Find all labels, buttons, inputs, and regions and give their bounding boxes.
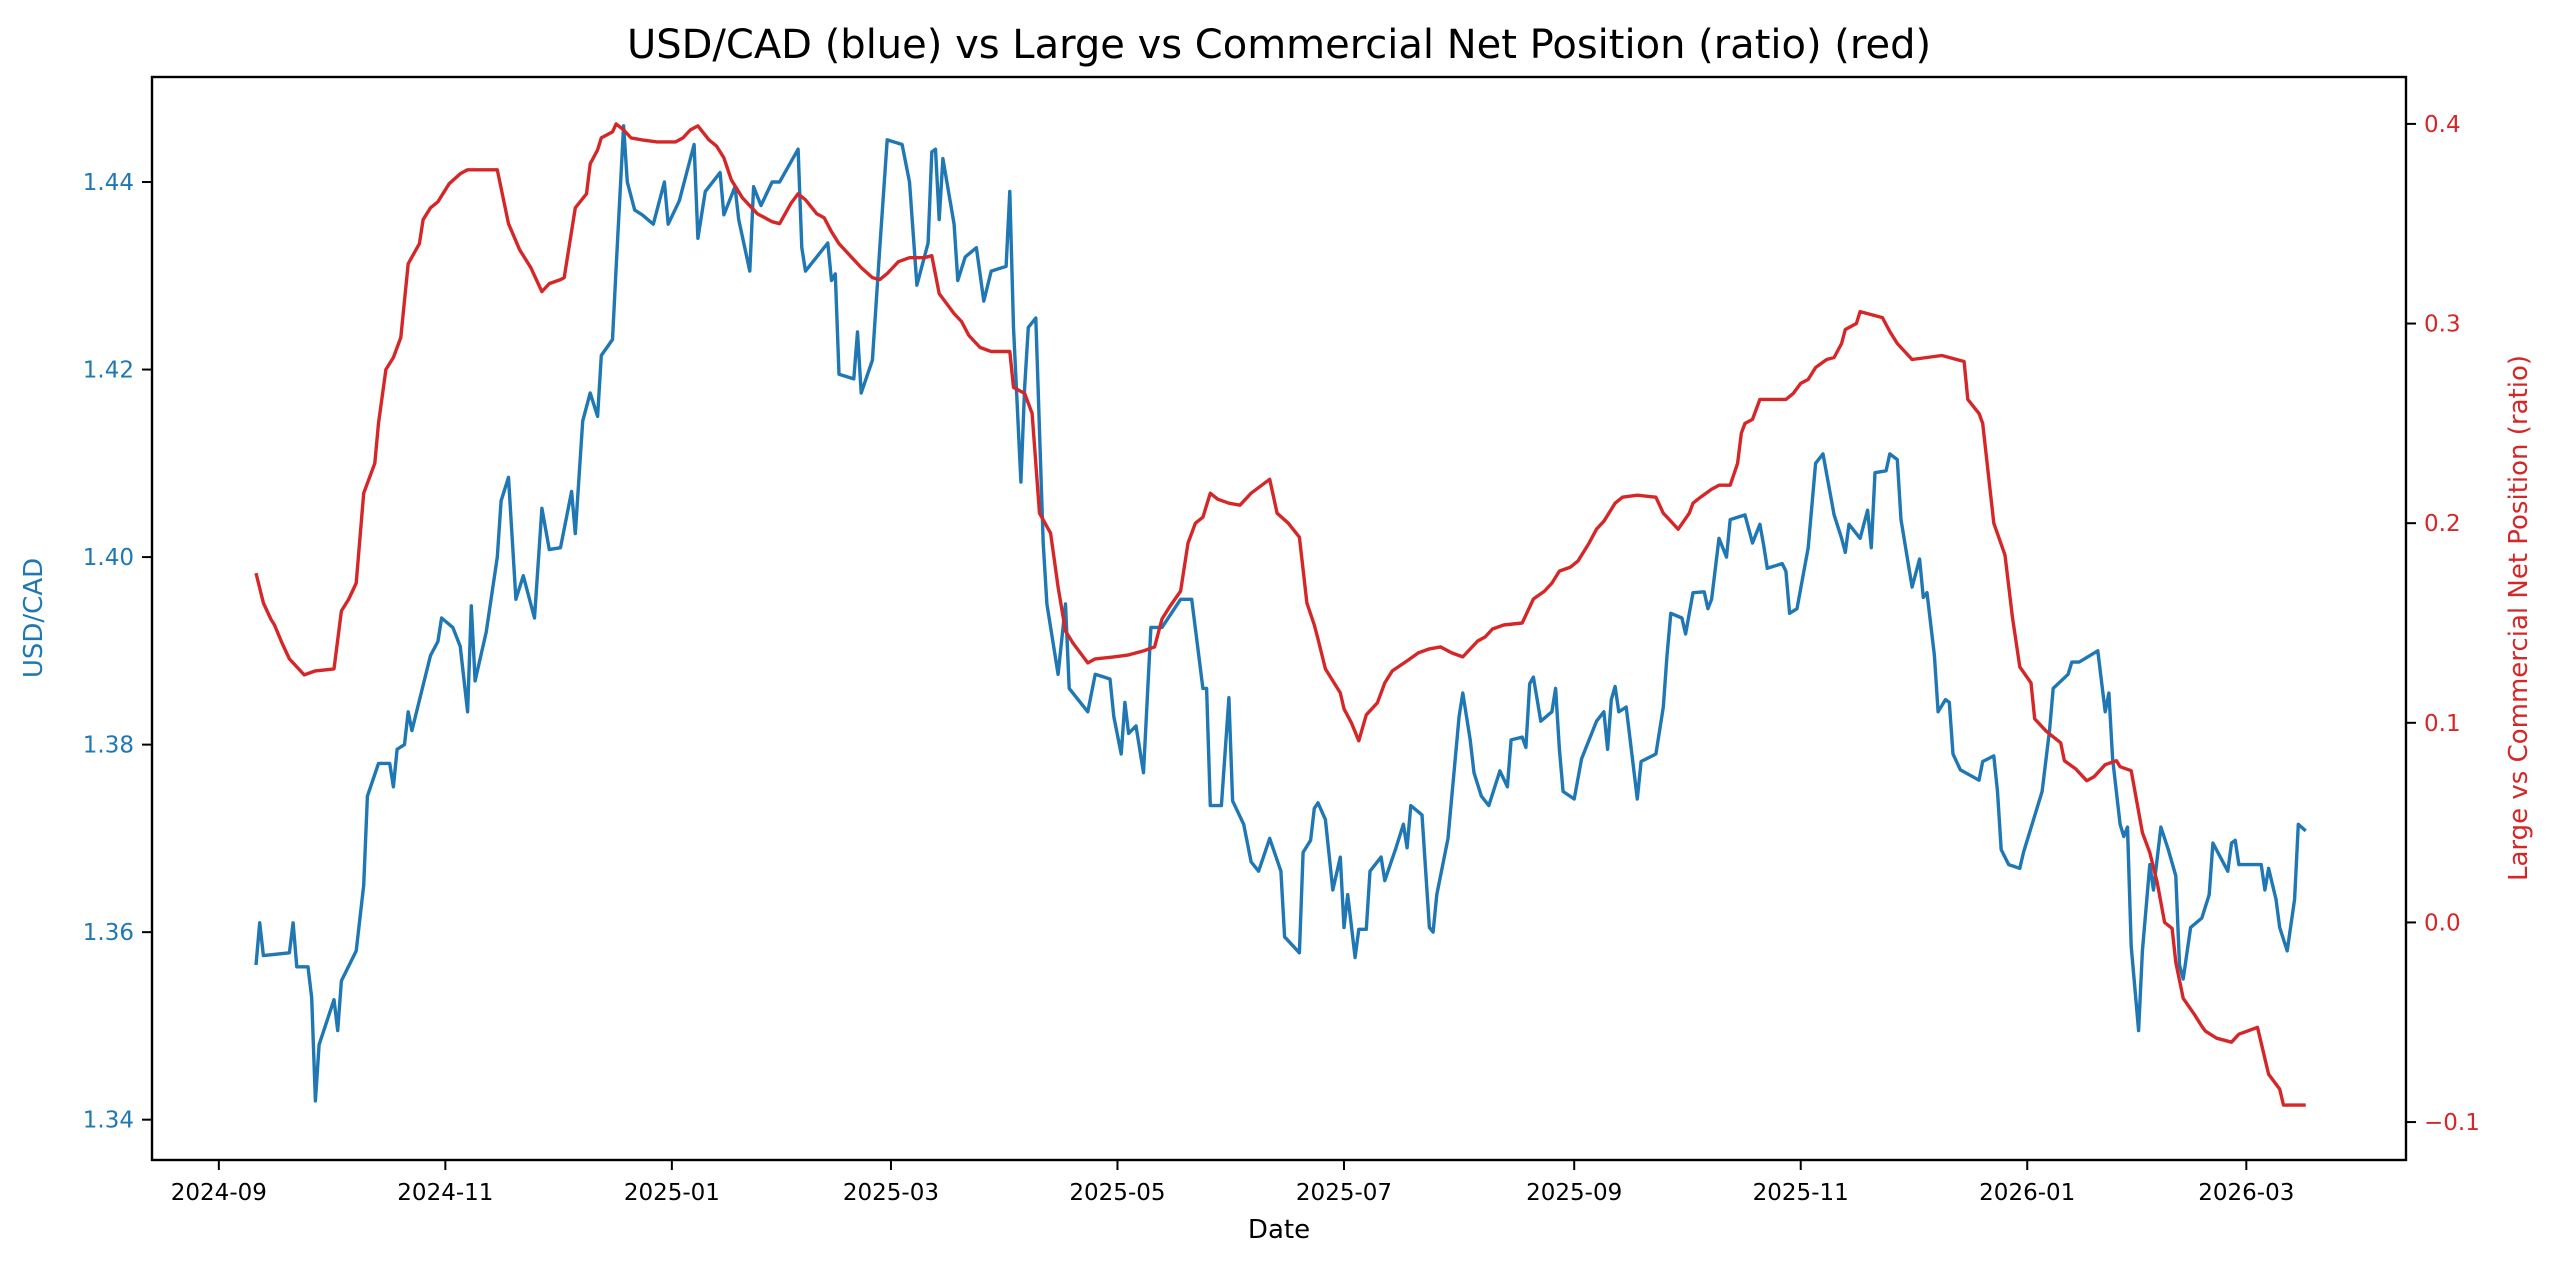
- y-right-tick-label: 0.3: [2424, 312, 2461, 338]
- y-right-tick-label: −0.1: [2424, 1110, 2480, 1136]
- x-tick-label: 2025-01: [624, 1180, 720, 1206]
- x-tick-label: 2024-09: [171, 1180, 267, 1206]
- net-position-line: [254, 122, 2306, 1107]
- y-axis-right: −0.1 0.0 0.1 0.2 0.3 0.4: [2406, 112, 2480, 1136]
- plot-frame: [150, 75, 2408, 1162]
- x-tick-label: 2025-11: [1753, 1180, 1849, 1206]
- y-right-tick-label: 0.4: [2424, 112, 2461, 138]
- y-axis-right-label: Large vs Commercial Net Position (ratio): [2504, 355, 2534, 881]
- y-right-tick-label: 0.1: [2424, 711, 2461, 737]
- x-tick-label: 2025-07: [1296, 1180, 1392, 1206]
- y-right-tick-label: 0.0: [2424, 910, 2461, 936]
- x-axis: 2024-09 2024-11 2025-01 2025-03 2025-05 2025-…: [171, 1160, 2294, 1206]
- usdcad-line: [254, 124, 2307, 1103]
- y-left-tick-label: 1.36: [83, 920, 134, 946]
- y-left-tick-label: 1.40: [83, 545, 134, 571]
- x-tick-label: 2024-11: [397, 1180, 493, 1206]
- x-axis-label: Date: [1248, 1215, 1310, 1245]
- y-left-tick-label: 1.38: [83, 733, 134, 759]
- chart-title: USD/CAD (blue) vs Large vs Commercial Ne…: [627, 22, 1931, 68]
- x-tick-label: 2025-09: [1526, 1180, 1622, 1206]
- y-left-tick-label: 1.34: [83, 1108, 134, 1134]
- x-tick-label: 2026-03: [2198, 1180, 2294, 1206]
- y-left-tick-label: 1.42: [83, 358, 134, 384]
- x-tick-label: 2025-05: [1069, 1180, 1165, 1206]
- y-axis-left: 1.34 1.36 1.38 1.40 1.42 1.44: [83, 170, 152, 1134]
- y-left-tick-label: 1.44: [83, 170, 134, 196]
- x-tick-label: 2025-03: [843, 1180, 939, 1206]
- y-right-tick-label: 0.2: [2424, 511, 2461, 537]
- y-axis-left-label: USD/CAD: [19, 558, 49, 678]
- series-layer: [254, 122, 2307, 1107]
- x-tick-label: 2026-01: [1979, 1180, 2075, 1206]
